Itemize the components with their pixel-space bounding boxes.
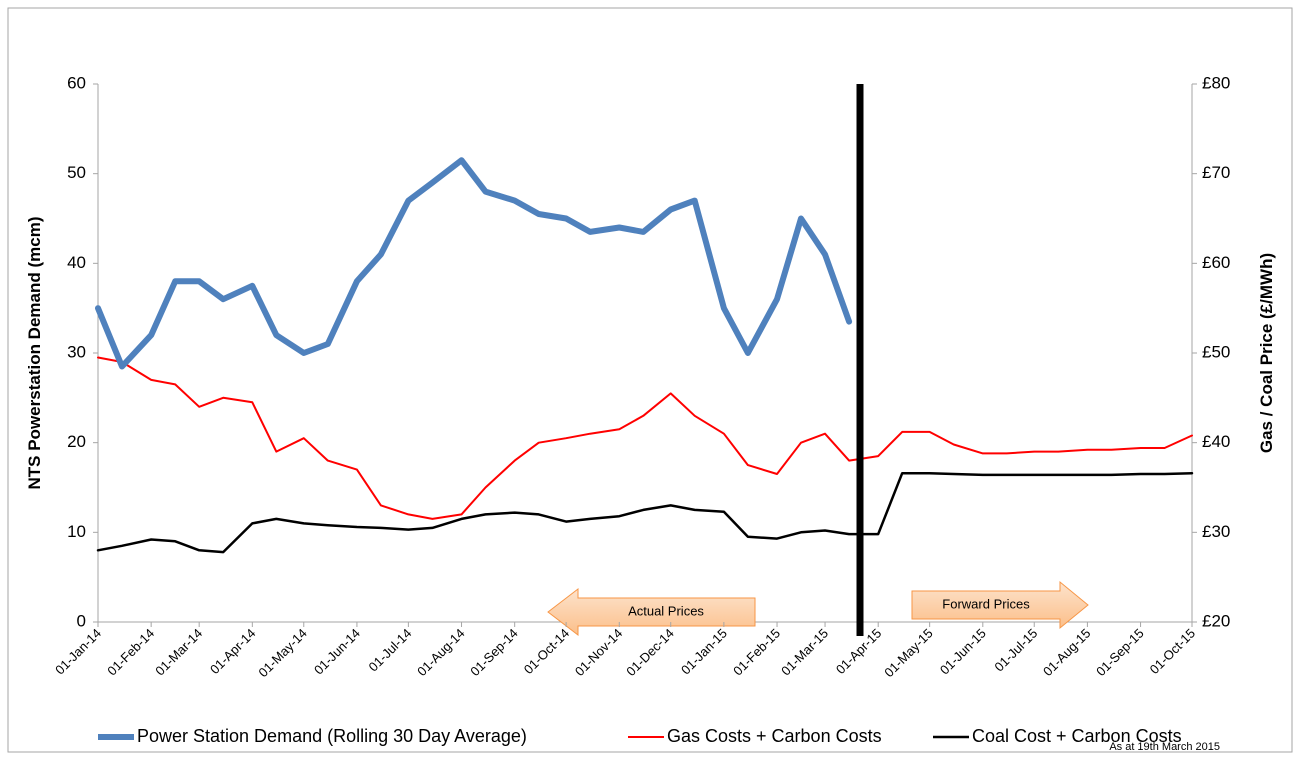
legend-label: Gas Costs + Carbon Costs <box>667 726 882 746</box>
y2-tick-label: £80 <box>1202 73 1230 92</box>
y-tick-label: 60 <box>67 73 86 92</box>
y2-tick-label: £60 <box>1202 253 1230 272</box>
y2-tick-label: £20 <box>1202 611 1230 630</box>
annotation: Forward Prices <box>942 596 1030 611</box>
y-axis-title: NTS Powerstation Demand (mcm) <box>25 217 44 490</box>
y2-tick-label: £30 <box>1202 522 1230 541</box>
y2-tick-label: £50 <box>1202 342 1230 361</box>
note: As at 19th March 2015 <box>1109 741 1220 753</box>
actual-prices-arrow <box>547 587 756 637</box>
y2-axis-title: Gas / Coal Price (£/MWh) <box>1257 253 1276 453</box>
series-line <box>97 356 1193 520</box>
y-tick-label: 20 <box>67 432 86 451</box>
y2-tick-label: £70 <box>1202 163 1230 182</box>
y2-tick-label: £40 <box>1202 432 1230 451</box>
legend-label: Power Station Demand (Rolling 30 Day Ave… <box>137 726 527 746</box>
y-tick-label: 40 <box>67 253 86 272</box>
y-tick-label: 10 <box>67 522 86 541</box>
y-tick-label: 30 <box>67 342 86 361</box>
series-line <box>95 157 853 370</box>
annotation: Actual Prices <box>628 603 704 618</box>
series-line <box>96 471 1194 554</box>
legend-label: Coal Cost + Carbon Costs <box>972 726 1182 746</box>
y-tick-label: 0 <box>77 611 86 630</box>
y-tick-label: 50 <box>67 163 86 182</box>
chart-frame <box>7 7 1293 753</box>
forward-prices-arrow <box>911 580 1089 630</box>
